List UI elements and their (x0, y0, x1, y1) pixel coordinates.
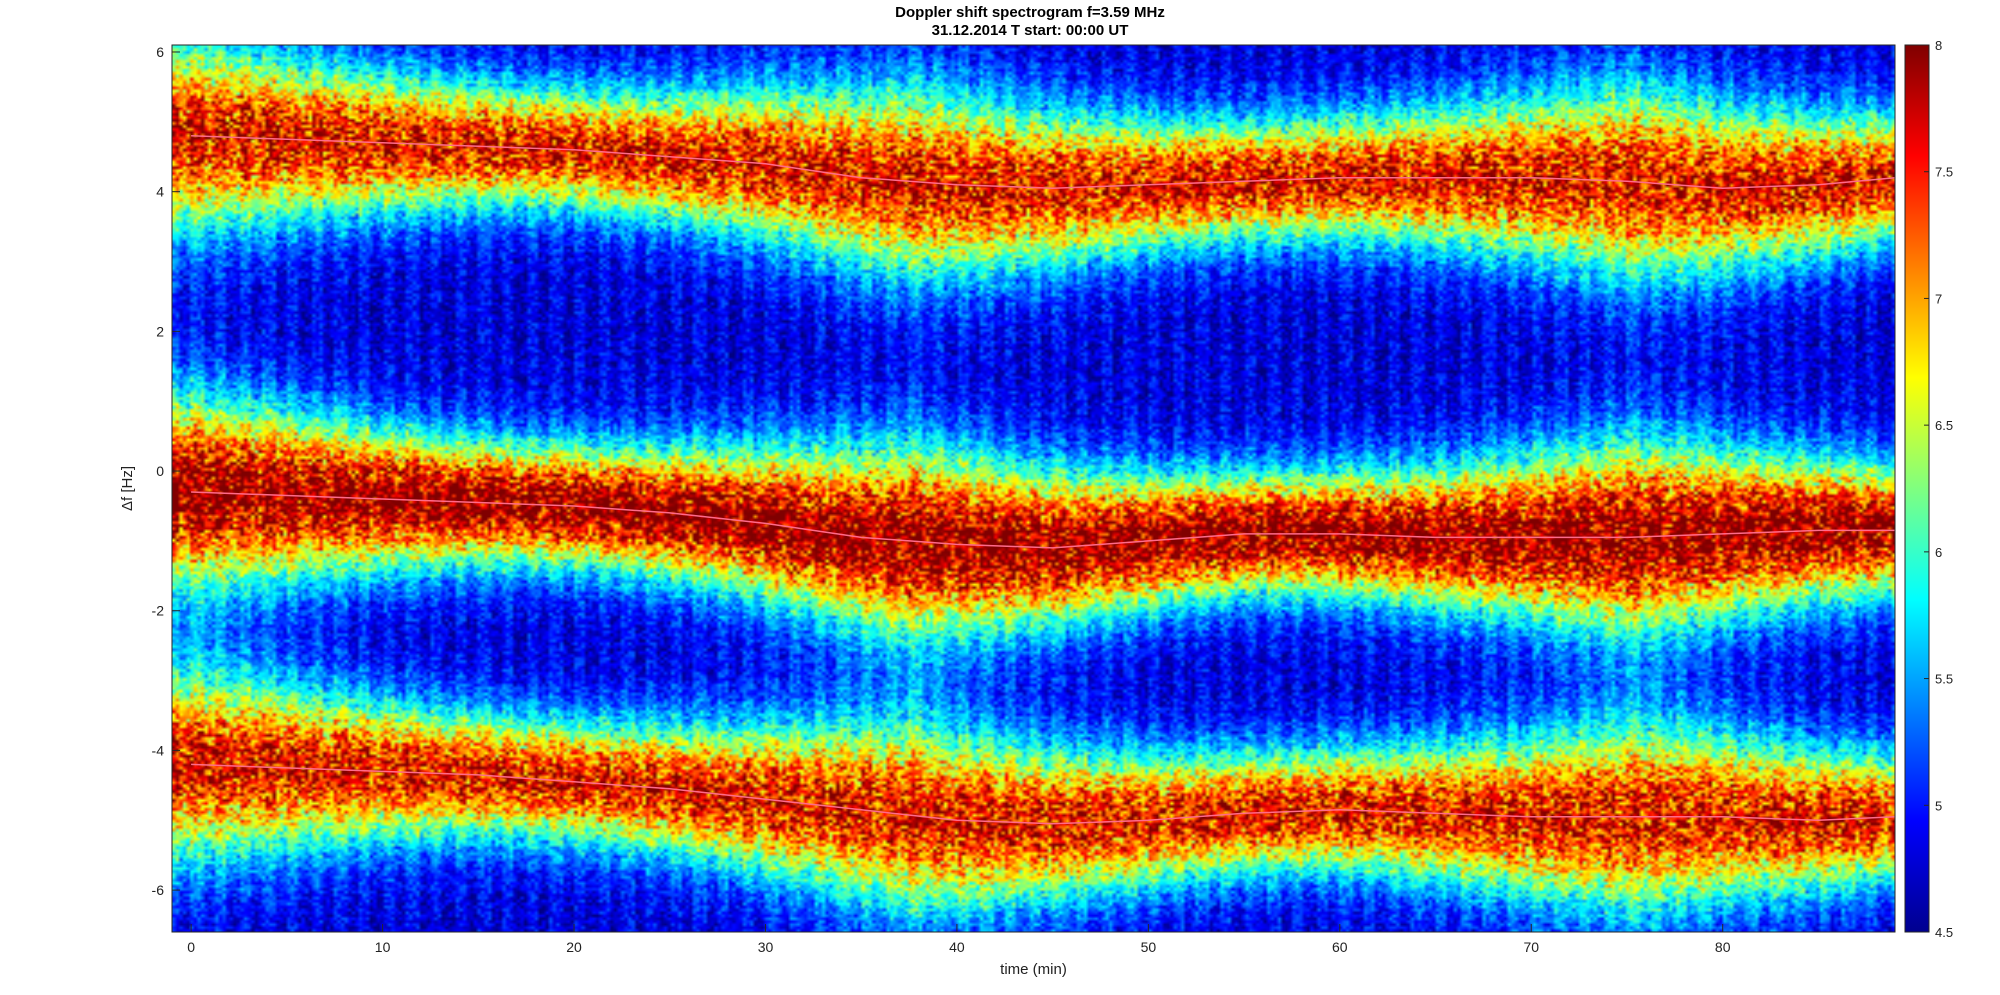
chart-subtitle: 31.12.2014 T start: 00:00 UT (931, 22, 1129, 39)
colorbar-tick-label: 5 (1935, 798, 1942, 813)
y-tick-label: -4 (152, 742, 165, 758)
trace-layer (191, 135, 1895, 825)
x-tick-label: 50 (1141, 939, 1157, 955)
colorbar-tick-label: 8 (1935, 38, 1942, 53)
colorbar-tick-label: 6 (1935, 545, 1942, 560)
x-tick-label: 70 (1523, 939, 1539, 955)
colorbar: 8 7.5 7 6.5 6 5.5 5 4.5 (1904, 38, 1953, 940)
chart-title-block: Doppler shift spectrogram f=3.59 MHz 31.… (0, 4, 2000, 40)
plot-frame (171, 44, 1896, 933)
y-tick-label: -6 (152, 882, 165, 898)
x-axis-label: time (min) (1000, 961, 1067, 978)
x-tick-label: 20 (566, 939, 582, 955)
y-tick-label: 2 (156, 323, 164, 339)
trace-line-2 (191, 491, 1895, 549)
colorbar-tick-label: 7 (1935, 291, 1942, 306)
x-tick-label: 30 (758, 939, 774, 955)
y-axis: 6 4 2 0 -2 -4 -6 (152, 44, 180, 898)
colorbar-tick-label: 5.5 (1935, 672, 1953, 687)
colorbar-ticks: 8 7.5 7 6.5 6 5.5 5 4.5 (1924, 38, 1953, 940)
y-tick-label: 4 (156, 184, 164, 200)
plot-area (171, 44, 1896, 933)
x-tick-label: 40 (949, 939, 965, 955)
x-tick-label: 80 (1715, 939, 1731, 955)
x-tick-label: 0 (187, 939, 195, 955)
colorbar-gradient (1904, 44, 1930, 933)
y-tick-label: 6 (156, 44, 164, 60)
y-tick-label: 0 (156, 463, 164, 479)
x-axis: 0 10 20 30 40 50 60 70 80 (187, 924, 1731, 955)
x-tick-label: 10 (375, 939, 391, 955)
colorbar-tick-label: 7.5 (1935, 165, 1953, 180)
chart-title: Doppler shift spectrogram f=3.59 MHz (895, 4, 1165, 21)
trace-line-3 (191, 763, 1895, 825)
colorbar-tick-label: 6.5 (1935, 418, 1953, 433)
colorbar-tick-label: 4.5 (1935, 925, 1953, 940)
spectrogram-heatmap (172, 45, 1895, 932)
y-tick-label: -2 (152, 603, 165, 619)
y-axis-label: Δf [Hz] (119, 466, 136, 511)
x-tick-label: 60 (1332, 939, 1348, 955)
trace-line-1 (191, 135, 1895, 189)
